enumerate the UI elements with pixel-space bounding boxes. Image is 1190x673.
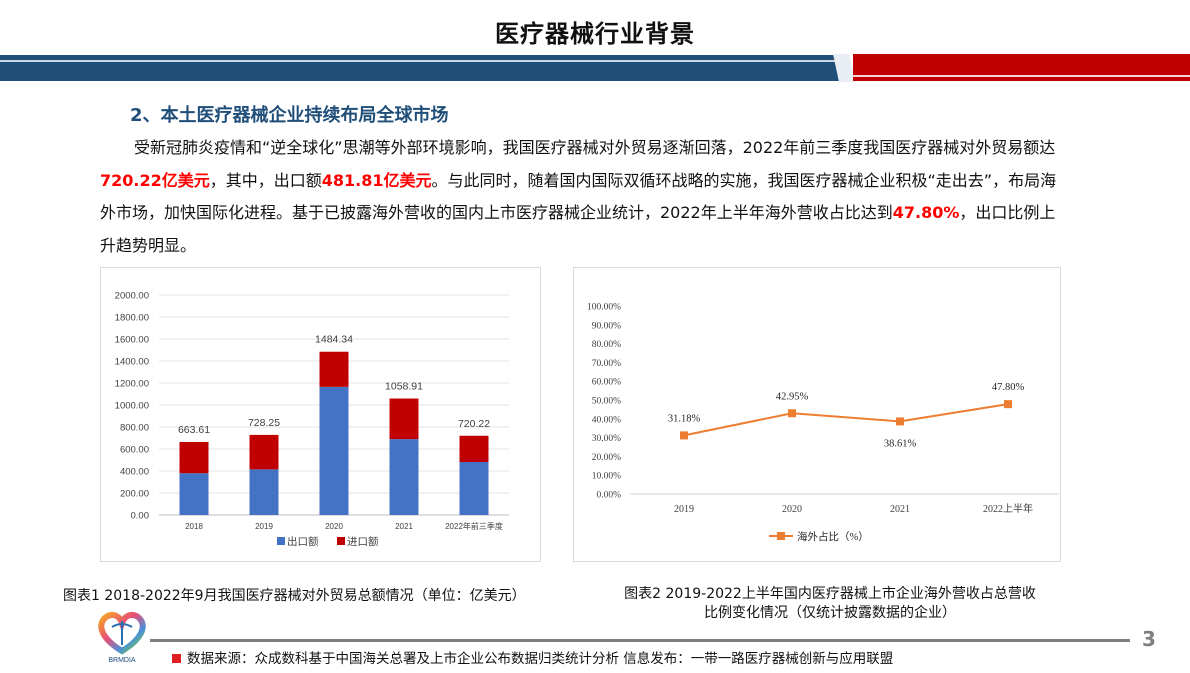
total-data-label: 1058.91 [385,381,423,393]
data-point-marker [680,431,688,440]
heart-caduceus-icon: BRMDIA [98,611,146,664]
total-data-label: 728.25 [248,417,280,429]
legend-swatch [337,537,345,545]
x-tick-label: 2021 [395,522,413,531]
y-tick-label: 10.00% [592,472,621,482]
footer-divider [150,639,1130,642]
chart2-caption: 图表2 2019-2022上半年国内医疗器械上市企业海外营收占总营收 比例变化情… [600,585,1060,623]
highlight-export: 481.81亿美元 [321,170,432,190]
y-tick-label: 800.00 [120,423,149,434]
header-band-blue [0,55,842,81]
y-tick-label: 30.00% [592,434,621,444]
bar-segment [459,462,489,515]
x-tick-label: 2018 [185,522,203,531]
highlight-total-trade: 720.22亿美元 [100,170,210,190]
series-line [683,403,1009,437]
bar-segment [459,435,489,463]
chart2-caption-line1: 图表2 2019-2022上半年国内医疗器械上市企业海外营收占总营收 [624,586,1036,602]
legend-marker [777,532,785,540]
y-tick-label: 50.00% [592,397,621,407]
x-tick-label: 2019 [255,522,273,531]
bar-segment [179,442,209,474]
overseas-ratio-line-chart: 0.00% 10.00% 20.00% 30.00% 40.00% 50.00% 60.00… [573,267,1061,562]
data-label: 42.95% [776,391,809,402]
data-label: 47.80% [992,382,1025,393]
bar-segment [249,434,279,470]
bar-segment [319,386,349,515]
x-tick-label: 2019 [674,504,694,515]
legend-label: 海外占比（%） [797,530,869,543]
y-tick-label: 70.00% [592,359,621,369]
bullet-square-icon [172,653,181,663]
bar-segment [389,439,419,515]
paragraph-text: 。与此同时，随着国内国际双循环战略的实施，我国医疗器械企业积极“走出去”，布局海… [100,170,1057,223]
bar-segment [179,473,209,515]
y-tick-label: 1200.00 [115,379,149,390]
total-data-label: 720.22 [458,418,490,430]
chart2-caption-line2: 比例变化情况（仅统计披露数据的企业） [704,605,956,621]
x-tick-label: 2022上半年 [983,502,1033,515]
bar-chart-canvas: 0.00 200.00 400.00 600.00 800.00 1000.00 1200.… [115,291,509,548]
y-tick-label: 0.00% [596,491,621,501]
header-band-blue-stripe [0,60,838,62]
trade-bar-chart: 0.00 200.00 400.00 600.00 800.00 1000.00 1200.… [100,267,541,562]
y-tick-label: 200.00 [120,489,149,500]
y-tick-label: 1600.00 [115,335,149,346]
bar-segment [319,351,349,387]
brmdia-logo: BRMDIA [88,607,156,669]
paragraph-text: ，其中，出口额 [209,170,322,190]
x-tick-label: 2020 [782,504,802,515]
data-point-marker [896,417,904,426]
y-tick-label: 80.00% [592,340,621,350]
legend-label: 出口额 [287,535,319,548]
y-tick-label: 1400.00 [115,357,149,368]
footer-source-text: 数据来源：众成数科基于中国海关总署及上市企业公布数据归类统计分析 信息发布：一带… [187,651,894,667]
legend-swatch [277,537,285,545]
svg-text:BRMDIA: BRMDIA [108,657,136,664]
page-number: 3 [1142,627,1156,651]
header-band-red [853,54,1190,78]
bar-segment [389,398,419,440]
paragraph-text: 受新冠肺炎疫情和“逆全球化”思潮等外部环境影响，我国医疗器械对外贸易逐渐回落，2… [134,138,1056,157]
x-tick-label: 2022年前三季度 [445,521,503,531]
data-label: 38.61% [884,438,917,449]
y-tick-label: 1800.00 [115,313,149,324]
data-point-marker [1004,400,1012,409]
y-tick-label: 1000.00 [115,401,149,412]
highlight-overseas-ratio: 47.80% [892,203,960,222]
line-chart-canvas: 0.00% 10.00% 20.00% 30.00% 40.00% 50.00% 60.00… [587,303,1059,543]
y-tick-label: 400.00 [120,467,149,478]
chart1-caption: 图表1 2018-2022年9月我国医疗器械对外贸易总额情况（单位：亿美元） [63,588,526,604]
total-data-label: 663.61 [178,424,210,436]
data-label: 31.18% [668,413,701,424]
x-tick-label: 2021 [890,504,910,515]
header-band-red-stripe [853,75,1190,77]
data-point-marker [788,409,796,418]
footer-source: 数据来源：众成数科基于中国海关总署及上市企业公布数据归类统计分析 信息发布：一带… [172,647,893,667]
body-paragraph: 受新冠肺炎疫情和“逆全球化”思潮等外部环境影响，我国医疗器械对外贸易逐渐回落，2… [100,132,1065,262]
y-tick-label: 20.00% [592,453,621,463]
section-heading: 2、本土医疗器械企业持续布局全球市场 [130,105,449,126]
y-tick-label: 2000.00 [115,291,149,302]
paragraph-text: ，出口比例上升趋势明显。 [100,203,1056,255]
y-tick-label: 600.00 [120,445,149,456]
x-tick-label: 2020 [325,522,343,531]
slide-title: 医疗器械行业背景 [495,20,695,48]
header-band-red-bottom [853,77,1190,81]
y-tick-label: 60.00% [592,378,621,388]
y-tick-label: 100.00% [587,303,621,313]
bar-segment [249,469,279,515]
y-tick-label: 40.00% [592,415,621,425]
y-tick-label: 90.00% [592,321,621,331]
total-data-label: 1484.34 [315,334,353,346]
legend-label: 进口额 [347,535,379,548]
y-tick-label: 0.00 [131,511,150,522]
